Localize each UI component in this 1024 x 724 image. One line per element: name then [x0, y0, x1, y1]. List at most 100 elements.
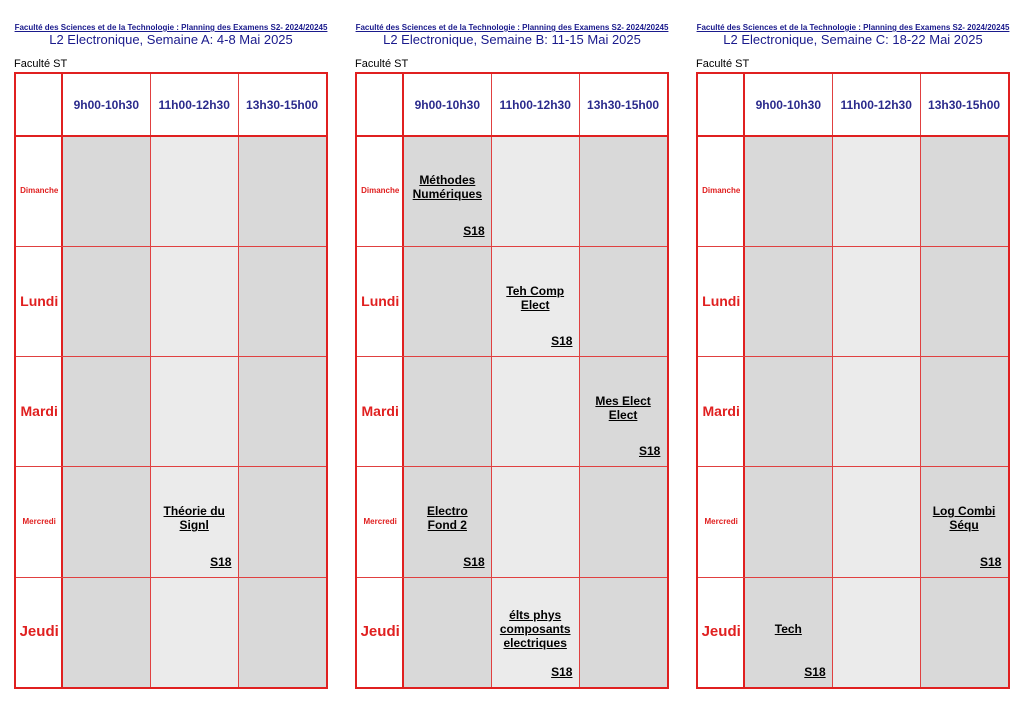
grid-vertical-line	[238, 74, 240, 687]
day-label: Jeudi	[701, 623, 741, 641]
grid-vertical-line	[61, 74, 64, 687]
schedule-cell	[491, 576, 580, 687]
grid-horizontal-line	[16, 576, 326, 578]
schedule-cell	[579, 466, 667, 577]
exam-subject: élts phys composants electriques	[491, 608, 579, 650]
exam-room: S18	[551, 334, 573, 349]
exam-subject: Tech	[744, 622, 832, 636]
faculty-planning-title: Faculté des Sciences et de la Technologi…	[355, 23, 669, 32]
time-slot-header: 11h00-12h30	[840, 97, 912, 112]
schedule-cell	[491, 466, 580, 577]
exam-subject-line: Tech	[774, 621, 802, 636]
grid-horizontal-line	[698, 466, 1008, 468]
faculty-label: Faculté ST	[696, 58, 750, 70]
exam-room: S18	[463, 223, 485, 238]
schedule-cell	[744, 466, 833, 577]
exam-subject-line: Méthodes	[419, 173, 476, 188]
grid-vertical-line	[150, 74, 152, 687]
grid-horizontal-line	[16, 245, 326, 247]
grid-vertical-line	[743, 74, 746, 687]
exam-subject-line: Mes Elect	[595, 393, 651, 408]
day-label: Mercredi	[363, 517, 397, 527]
grid-vertical-line	[491, 74, 493, 687]
schedule-cell	[491, 245, 580, 357]
grid-vertical-line	[402, 74, 405, 687]
schedule-cell	[238, 356, 326, 467]
day-label: Lundi	[361, 293, 400, 309]
exam-subject: Log Combi Séqu	[920, 504, 1008, 532]
faculty-planning-title: Faculté des Sciences et de la Technologi…	[696, 23, 1010, 32]
day-label: Mardi	[361, 403, 399, 420]
exam-subject-line: Théorie du	[163, 504, 225, 519]
exam-subject-line: electriques	[503, 635, 567, 650]
time-slot-header: 9h00-10h30	[414, 97, 480, 112]
faculty-label: Faculté ST	[14, 58, 68, 70]
exam-subject-line: Signl	[179, 518, 209, 533]
time-slot-header: 13h30-15h00	[928, 97, 1001, 112]
exam-room: S18	[639, 444, 661, 459]
schedule-cell	[238, 245, 326, 357]
schedule-cell	[150, 576, 239, 687]
grid-horizontal-line	[16, 134, 326, 137]
day-label: Mardi	[20, 403, 58, 420]
schedule-cell	[62, 576, 151, 687]
time-slot-header: 9h00-10h30	[755, 97, 821, 112]
schedule-cell	[744, 245, 833, 357]
exam-subject: Méthodes Numériques	[403, 173, 491, 201]
schedule-cell	[920, 576, 1008, 687]
schedule-cell	[832, 245, 921, 357]
schedule-cell	[150, 466, 239, 577]
time-slot-header: 13h30-15h00	[246, 97, 319, 112]
grid-horizontal-line	[357, 466, 667, 468]
schedule-cell	[150, 135, 239, 246]
schedule-grid: 9h00-10h30 11h00-12h30 13h30-15h00 Dimanche…	[696, 72, 1010, 689]
schedule-cell	[832, 466, 921, 577]
schedule-cell	[150, 356, 239, 467]
schedule-cell	[62, 245, 151, 357]
faculty-label: Faculté ST	[355, 58, 409, 70]
exam-subject-line: Teh Comp	[506, 283, 565, 298]
time-slot-header: 13h30-15h00	[587, 97, 660, 112]
grid-horizontal-line	[357, 245, 667, 247]
exam-subject-line: Numériques	[412, 187, 482, 202]
schedule-cell	[238, 135, 326, 246]
schedule-cell	[920, 356, 1008, 467]
grid-horizontal-line	[698, 134, 1008, 137]
grid-horizontal-line	[698, 356, 1008, 358]
schedule-cell	[832, 135, 921, 246]
time-slot-header: 9h00-10h30	[73, 97, 139, 112]
day-label: Lundi	[702, 293, 741, 309]
schedule-grid: 9h00-10h30 11h00-12h30 13h30-15h00 Dimanche…	[355, 72, 669, 689]
time-slot-header: 11h00-12h30	[158, 97, 230, 112]
exam-subject-line: Fond 2	[427, 518, 467, 533]
schedule-cell	[744, 576, 833, 687]
week-title: L2 Electronique, Semaine B: 11-15 Mai 20…	[383, 32, 641, 47]
exam-room: S18	[463, 554, 485, 569]
grid-horizontal-line	[16, 356, 326, 358]
exam-subject: Electro Fond 2	[403, 504, 491, 532]
schedule-cell	[62, 135, 151, 246]
schedule-cell	[403, 135, 492, 246]
exam-subject-line: Log Combi	[932, 504, 996, 519]
grid-horizontal-line	[357, 576, 667, 578]
grid-horizontal-line	[357, 134, 667, 137]
grid-horizontal-line	[698, 245, 1008, 247]
schedule-cell	[920, 245, 1008, 357]
day-label: Mercredi	[22, 517, 56, 527]
grid-horizontal-line	[357, 356, 667, 358]
schedule-cell	[579, 356, 667, 467]
day-label: Dimanche	[361, 186, 400, 196]
grid-vertical-line	[579, 74, 581, 687]
schedule-cell	[238, 576, 326, 687]
schedule-cell	[403, 245, 492, 357]
day-label: Mardi	[702, 403, 740, 420]
exam-room: S18	[980, 554, 1002, 569]
day-label: Mercredi	[704, 517, 738, 527]
schedule-cell	[744, 356, 833, 467]
schedule-cell	[920, 466, 1008, 577]
exam-subject-line: composants	[499, 621, 571, 636]
exam-room: S18	[804, 665, 826, 679]
exam-room: S18	[551, 665, 573, 679]
schedule-cell	[62, 356, 151, 467]
exam-room: S18	[210, 554, 232, 569]
